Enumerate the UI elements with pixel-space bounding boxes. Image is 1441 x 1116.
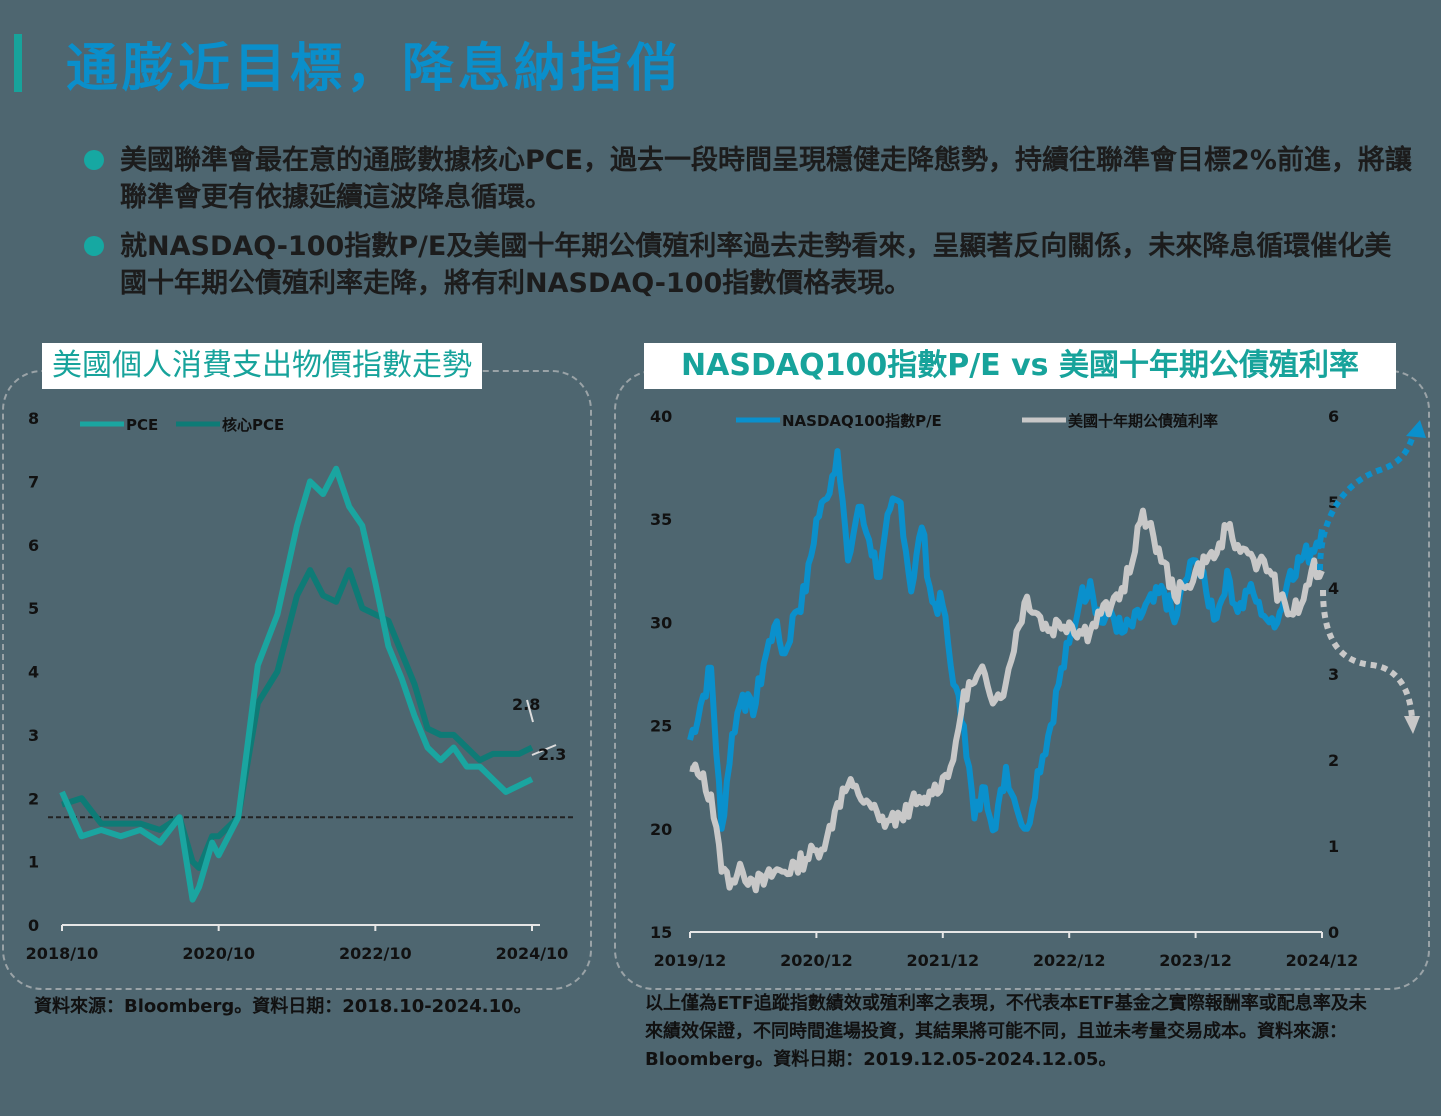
- x-tick-label: 2022/10: [339, 944, 412, 963]
- core-pce-line: [61, 567, 534, 871]
- bullet-dot-icon: [84, 150, 104, 170]
- x-tick-label: 2024/12: [1286, 951, 1359, 970]
- bullet-dot-icon: [84, 236, 104, 256]
- arrow-up-head-icon: [1406, 420, 1426, 438]
- treasury-yield-line: [689, 507, 1325, 894]
- x-tick-label: 2023/12: [1159, 951, 1232, 970]
- right-y-tick-label: 0: [1328, 923, 1339, 942]
- right-y-tick-label: 4: [1328, 579, 1339, 598]
- right-y-tick-label: 2: [1328, 751, 1339, 770]
- pce-source-note: 資料來源：Bloomberg。資料日期：2018.10-2024.10。: [34, 996, 532, 1017]
- y-tick-label: 2: [28, 789, 39, 808]
- left-y-tick-label: 25: [650, 717, 672, 736]
- bullet-text: 就NASDAQ-100指數P/E及美國十年期公債殖利率過去走勢看來，呈顯著反向關…: [120, 231, 1392, 299]
- left-y-tick-label: 15: [650, 923, 672, 942]
- y-tick-label: 6: [28, 536, 39, 555]
- y-tick-label: 0: [28, 916, 39, 935]
- down-trend-arrow: [1320, 589, 1415, 719]
- pce-latest-label: 2.3: [538, 745, 566, 764]
- bullet-text: 美國聯準會最在意的通膨數據核心PCE，過去一段時間呈現穩健走降態勢，持續往聯準會…: [120, 145, 1412, 213]
- nasdaq-chart-title: NASDAQ100指數P/E vs 美國十年期公債殖利率: [644, 343, 1396, 389]
- x-tick-label: 2018/10: [26, 944, 99, 963]
- x-tick-label: 2021/12: [906, 951, 979, 970]
- nasdaq-pe-vs-yield-chart: 15 20 25 30 35 40 0 1 2 3 4 5 6 2019/12 2020/12 2021/12…: [650, 407, 1426, 970]
- nasdaq-pe-line: [687, 448, 1325, 834]
- bullet-item: 就NASDAQ-100指數P/E及美國十年期公債殖利率過去走勢看來，呈顯著反向關…: [84, 228, 1414, 302]
- y-tick-label: 7: [28, 472, 39, 491]
- left-y-tick-label: 30: [650, 613, 672, 632]
- y-tick-label: 5: [28, 599, 39, 618]
- pce-line-chart: 0 1 2 3 4 5 6 7 8 2018/10 2020/10 2022/10 2024/10 PCE…: [26, 409, 574, 963]
- x-tick-label: 2019/12: [654, 951, 727, 970]
- right-y-tick-label: 5: [1328, 493, 1339, 512]
- y-tick-label: 3: [28, 726, 39, 745]
- title-accent-bar: [14, 34, 22, 92]
- x-tick-label: 2022/12: [1033, 951, 1106, 970]
- pce-chart-title: 美國個人消費支出物價指數走勢: [42, 343, 482, 389]
- core-pce-latest-label: 2.8: [512, 695, 540, 714]
- right-y-tick-label: 6: [1328, 407, 1339, 426]
- y-tick-label: 1: [28, 853, 39, 872]
- legend-label-nasdaq-pe: NASDAQ100指數P/E: [782, 412, 942, 430]
- left-y-tick-label: 40: [650, 407, 672, 426]
- left-y-tick-label: 20: [650, 820, 672, 839]
- y-tick-label: 8: [28, 409, 39, 428]
- legend-label-pce: PCE: [126, 416, 158, 434]
- right-y-tick-label: 3: [1328, 665, 1339, 684]
- y-tick-label: 4: [28, 663, 39, 682]
- legend-label-treasury: 美國十年期公債殖利率: [1068, 412, 1218, 430]
- bullet-item: 美國聯準會最在意的通膨數據核心PCE，過去一段時間呈現穩健走降態勢，持續往聯準會…: [84, 142, 1414, 216]
- arrow-down-head-icon: [1404, 716, 1420, 734]
- nasdaq-disclaimer-note: 以上僅為ETF追蹤指數績效或殖利率之表現，不代表本ETF基金之實際報酬率或配息率…: [645, 993, 1367, 1070]
- x-tick-label: 2024/10: [496, 944, 569, 963]
- x-tick-label: 2020/12: [780, 951, 853, 970]
- page-title: 通膨近目標，降息納指俏: [66, 39, 683, 99]
- legend-label-core-pce: 核心PCE: [222, 416, 284, 434]
- left-y-tick-label: 35: [650, 510, 672, 529]
- x-tick-label: 2020/10: [182, 944, 255, 963]
- bullet-list: 美國聯準會最在意的通膨數據核心PCE，過去一段時間呈現穩健走降態勢，持續往聯準會…: [84, 142, 1414, 314]
- right-y-tick-label: 1: [1328, 837, 1339, 856]
- pce-line: [59, 465, 534, 903]
